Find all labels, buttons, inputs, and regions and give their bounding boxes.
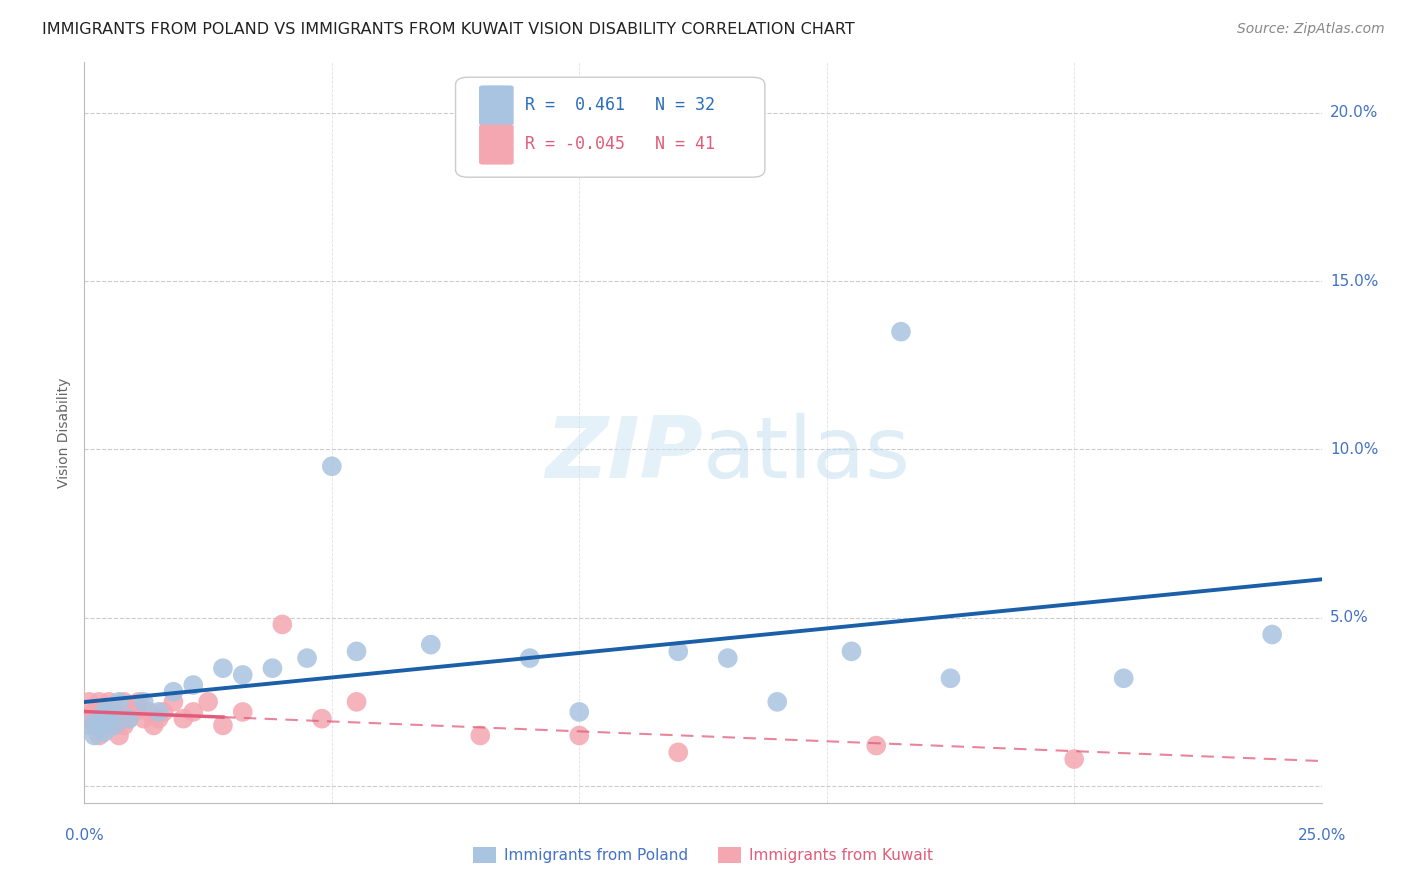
Point: [232, 705, 254, 719]
Point: [93, 705, 115, 719]
Point: [93, 725, 115, 739]
Point: [79, 712, 101, 726]
Point: [939, 671, 962, 685]
Text: R =  0.461   N = 32: R = 0.461 N = 32: [524, 95, 714, 113]
Text: 15.0%: 15.0%: [1330, 274, 1378, 289]
Point: [181, 705, 204, 719]
Point: [717, 651, 740, 665]
Text: IMMIGRANTS FROM POLAND VS IMMIGRANTS FROM KUWAIT VISION DISABILITY CORRELATION C: IMMIGRANTS FROM POLAND VS IMMIGRANTS FRO…: [42, 22, 855, 37]
Point: [1063, 752, 1085, 766]
Point: [568, 705, 591, 719]
Point: [132, 695, 155, 709]
Point: [152, 705, 174, 719]
Point: [568, 729, 591, 743]
Point: [93, 705, 115, 719]
Legend: Immigrants from Poland, Immigrants from Kuwait: Immigrants from Poland, Immigrants from …: [467, 841, 939, 869]
Point: [118, 712, 141, 726]
Point: [419, 638, 441, 652]
Point: [98, 712, 121, 726]
Point: [79, 718, 101, 732]
Point: [346, 695, 368, 709]
Point: [666, 644, 689, 658]
Point: [98, 712, 121, 726]
Point: [262, 661, 284, 675]
Point: [841, 644, 863, 658]
Y-axis label: Vision Disability: Vision Disability: [58, 377, 72, 488]
Point: [295, 651, 318, 665]
Point: [98, 718, 121, 732]
Point: [232, 668, 254, 682]
Point: [83, 729, 105, 743]
Point: [865, 739, 887, 753]
Point: [79, 695, 101, 709]
Point: [89, 729, 111, 743]
Point: [89, 718, 111, 732]
Point: [112, 718, 135, 732]
Point: [148, 705, 170, 719]
Point: [103, 718, 125, 732]
Point: [142, 718, 165, 732]
Point: [311, 712, 333, 726]
Text: Source: ZipAtlas.com: Source: ZipAtlas.com: [1237, 22, 1385, 37]
Point: [83, 718, 105, 732]
Point: [118, 712, 141, 726]
Point: [122, 705, 145, 719]
Point: [138, 705, 160, 719]
Point: [98, 705, 121, 719]
Point: [212, 718, 235, 732]
Point: [148, 712, 170, 726]
FancyBboxPatch shape: [479, 125, 513, 165]
Point: [212, 661, 235, 675]
Point: [321, 459, 343, 474]
Point: [89, 695, 111, 709]
Point: [1112, 671, 1135, 685]
Point: [162, 685, 184, 699]
Point: [112, 695, 135, 709]
Point: [197, 695, 219, 709]
Point: [271, 617, 294, 632]
Point: [108, 712, 131, 726]
Point: [108, 729, 131, 743]
Point: [470, 729, 492, 743]
Point: [181, 678, 204, 692]
Point: [346, 644, 368, 658]
Text: 10.0%: 10.0%: [1330, 442, 1378, 457]
FancyBboxPatch shape: [456, 78, 765, 178]
Point: [666, 745, 689, 759]
Text: 25.0%: 25.0%: [1298, 828, 1346, 843]
Point: [172, 712, 194, 726]
Point: [89, 712, 111, 726]
Point: [98, 695, 121, 709]
Point: [103, 718, 125, 732]
Text: ZIP: ZIP: [546, 413, 703, 496]
Text: 0.0%: 0.0%: [65, 828, 104, 843]
Point: [89, 712, 111, 726]
Text: 5.0%: 5.0%: [1330, 610, 1368, 625]
Text: atlas: atlas: [703, 413, 911, 496]
Point: [1261, 627, 1284, 641]
Text: R = -0.045   N = 41: R = -0.045 N = 41: [524, 135, 714, 153]
Point: [83, 705, 105, 719]
Point: [93, 712, 115, 726]
Text: 20.0%: 20.0%: [1330, 105, 1378, 120]
Point: [93, 718, 115, 732]
Point: [103, 705, 125, 719]
FancyBboxPatch shape: [479, 86, 513, 126]
Point: [162, 695, 184, 709]
Point: [108, 695, 131, 709]
Point: [132, 712, 155, 726]
Point: [766, 695, 789, 709]
Point: [890, 325, 912, 339]
Point: [519, 651, 541, 665]
Point: [128, 695, 150, 709]
